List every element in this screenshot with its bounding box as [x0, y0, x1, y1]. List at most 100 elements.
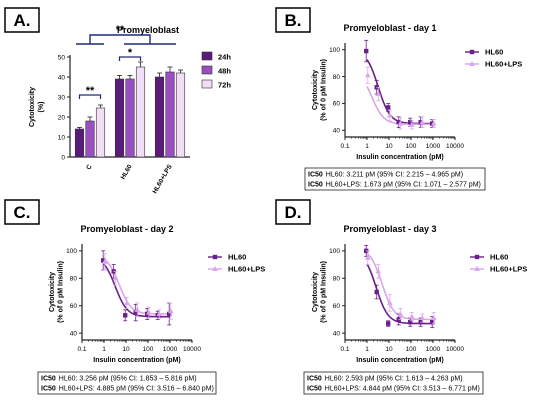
- panel-label-box: [4, 7, 40, 33]
- panel-label-text: B.: [285, 11, 302, 30]
- bar: [154, 76, 165, 158]
- y-tick-label: 40: [333, 128, 341, 135]
- legend-marker: [469, 49, 475, 55]
- x-tick-label: 100: [143, 346, 154, 353]
- data-point: [408, 120, 413, 125]
- legend-swatch: [201, 79, 213, 89]
- panel-label-box: [275, 7, 311, 33]
- bar: [135, 66, 146, 158]
- x-axis-label: Insulin concentration (pM): [356, 357, 444, 364]
- data-point: [409, 121, 415, 127]
- chart-title: Promyeloblast - day 3: [343, 224, 436, 234]
- legend-label: HL60+LPS: [490, 265, 527, 274]
- panel-b: Promyeloblast - day 1 40 60 80 100 0.1 1 10 100 1…: [304, 23, 522, 191]
- panel-label-text: A.: [14, 11, 31, 30]
- data-point: [375, 91, 382, 97]
- y-tick-label: 80: [333, 276, 341, 283]
- ic50-line: IC50 HL60: 2.593 pM (95% CI: 1.613 – 4.26…: [307, 376, 463, 383]
- ic50-label: IC50: [308, 182, 323, 189]
- chart-title: Promyeloblast - day 1: [343, 23, 436, 33]
- data-point: [124, 299, 130, 305]
- ic50-value: HL60+LPS: 4.844 pM (95% CI: 3.513 – 6.77…: [325, 386, 480, 393]
- data-point: [387, 299, 393, 305]
- legend-label: HL60: [490, 253, 508, 262]
- x-tick-label: HL60+LPS: [151, 163, 174, 195]
- data-point: [134, 306, 141, 312]
- sig-bracket: [89, 34, 151, 44]
- data-point: [396, 120, 401, 125]
- legend-label: HL60+LPS: [228, 265, 265, 274]
- ic50-line: IC50 HL60: 3.256 pM (95% CI: 1.853 – 5.81…: [41, 376, 197, 383]
- y-axis-label: Cytotoxicity (% of 0 pM Insulin): [49, 261, 65, 323]
- sig-marker: **: [86, 85, 95, 97]
- legend-swatch: [201, 65, 213, 75]
- panel-label-text: D.: [285, 203, 302, 222]
- legend-label: 24h: [218, 53, 231, 62]
- sig-marker: *: [128, 47, 133, 59]
- bar: [95, 107, 106, 158]
- panel-d: Promyeloblast - day 3 40 60 80 100 0.1 1 10 100 1…: [303, 224, 527, 395]
- x-tick-label: 10000: [183, 346, 201, 353]
- data-point: [374, 289, 379, 295]
- data-point: [156, 310, 163, 316]
- ic50-box: [304, 167, 486, 191]
- x-tick-label: 1: [102, 346, 106, 353]
- x-tick-label: 1000: [163, 346, 178, 353]
- y-tick-label: 20: [58, 114, 66, 121]
- x-tick-label: C: [85, 163, 94, 171]
- panel-label: D.: [275, 199, 311, 225]
- chart-title: Promyeloblast: [117, 25, 179, 35]
- data-point: [386, 321, 391, 326]
- bar: [125, 78, 135, 158]
- x-tick-label: 1: [365, 346, 369, 353]
- y-axis-label-line: Cytotoxicity: [312, 70, 319, 110]
- x-axis-label: Insulin concentration (pM): [356, 154, 444, 161]
- x-tick-label: 1000: [426, 346, 441, 353]
- panel-label-box: [4, 199, 40, 225]
- data-point: [375, 268, 382, 274]
- x-tick-label: 100: [406, 346, 417, 353]
- panel-label: C.: [4, 199, 40, 225]
- x-tick-label: 0.1: [77, 346, 86, 353]
- ic50-value: HL60+LPS: 4.885 pM (95% CI: 3.516 – 6.84…: [59, 386, 214, 393]
- y-axis-label-line: (% of 0 pM Insulin): [321, 59, 328, 121]
- legend-label: 72h: [218, 81, 231, 90]
- data-point: [431, 120, 437, 126]
- ic50-value: HL60: 3.256 pM (95% CI: 1.853 – 5.816 pM…: [59, 376, 197, 383]
- ic50-value: HL60: 3.211 pM (95% CI: 2.215 – 4.965 pM…: [326, 172, 463, 179]
- legend-marker: [212, 254, 218, 260]
- data-point: [419, 315, 426, 321]
- ic50-box: [303, 371, 484, 395]
- x-tick-label: 10: [385, 143, 393, 150]
- ic50-line: IC50 HL60+LPS: 4.844 pM (95% CI: 3.513 – …: [307, 386, 480, 393]
- legend-swatch: [201, 51, 213, 61]
- x-tick-label: 100: [406, 143, 417, 150]
- legend-label: 48h: [218, 67, 231, 76]
- y-tick-label: 100: [329, 47, 340, 54]
- ic50-label: IC50: [308, 172, 323, 179]
- sig-bracket: [78, 94, 102, 99]
- data-point: [431, 315, 437, 321]
- panel-label: B.: [275, 7, 311, 33]
- y-tick-label: 10: [58, 134, 66, 141]
- x-tick-label: 10: [122, 346, 130, 353]
- data-point: [430, 319, 435, 325]
- legend-label: HL60: [485, 48, 503, 57]
- ic50-label: IC50: [307, 386, 322, 393]
- data-point: [419, 119, 426, 125]
- ic50-line: IC50 HL60: 3.211 pM (95% CI: 2.215 – 4.96…: [308, 172, 463, 179]
- x-tick-label: 0.1: [340, 346, 349, 353]
- data-point: [365, 72, 371, 78]
- panel-label-text: C.: [14, 203, 31, 222]
- data-point: [146, 309, 152, 315]
- y-axis-label-line: Cytotoxicity: [49, 272, 56, 312]
- data-point: [387, 112, 393, 118]
- y-tick-label: 60: [70, 303, 78, 310]
- panel-label-box: [275, 199, 311, 225]
- data-point: [365, 254, 371, 260]
- legend-marker: [474, 266, 480, 271]
- bar: [85, 120, 95, 158]
- x-axis-label: Insulin concentration (pM): [93, 357, 181, 364]
- data-point: [133, 310, 138, 315]
